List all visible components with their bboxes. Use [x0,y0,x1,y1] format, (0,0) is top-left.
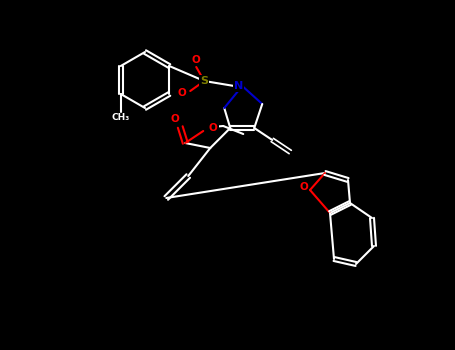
Text: O: O [192,55,201,65]
Text: S: S [200,76,208,86]
Text: O: O [209,123,217,133]
Text: O: O [300,182,308,192]
Text: O: O [171,114,180,124]
Text: N: N [233,81,243,91]
Text: CH₃: CH₃ [111,113,130,122]
Text: O: O [178,88,187,98]
